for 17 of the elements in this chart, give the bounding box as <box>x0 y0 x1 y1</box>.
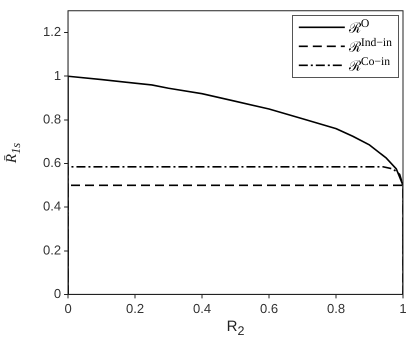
y-tick-label: 1.2 <box>42 24 62 40</box>
legend-label: ℛ$^{Ind−in}$ <box>348 36 392 57</box>
x-tick-label: 0 <box>64 300 72 316</box>
x-tick-label: 0.8 <box>326 300 346 316</box>
legend-label: ℛ$^{O}$ <box>348 16 370 38</box>
y-tick-label: 0 <box>54 286 62 301</box>
x-tick-label: 0.6 <box>260 300 278 316</box>
y-tick-label: 0.6 <box>42 155 62 170</box>
x-tick-label: 1 <box>399 300 407 316</box>
y-tick-label: 0.2 <box>42 242 62 258</box>
legend-label: ℛ$^{Co−in}$ <box>348 54 390 76</box>
x-tick-label: 0.2 <box>126 300 144 316</box>
y-tick-label: 1 <box>54 68 62 83</box>
x-tick-label: 0.4 <box>193 300 212 316</box>
y-tick-label: 0.4 <box>42 198 62 214</box>
y-tick-label: 0.8 <box>42 111 62 126</box>
x-axis-title: R$_{2}$ <box>226 318 244 338</box>
